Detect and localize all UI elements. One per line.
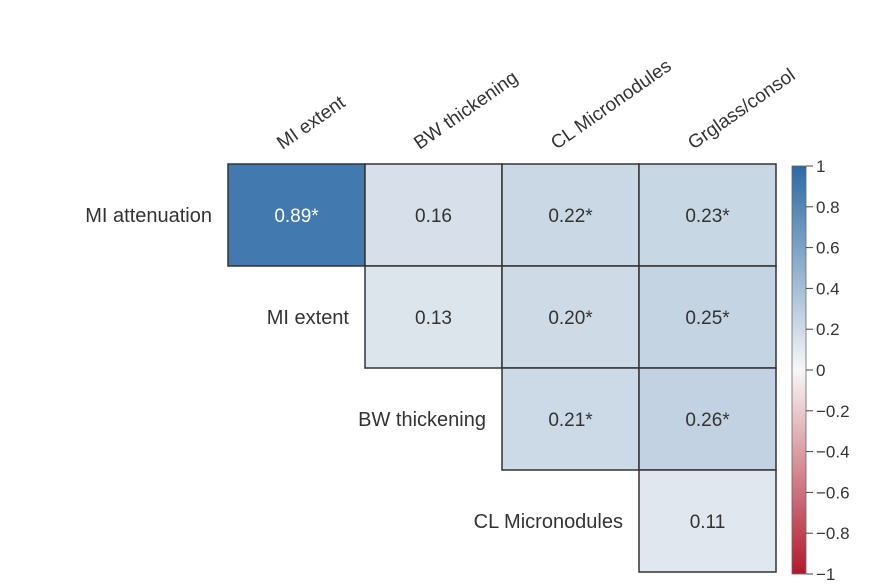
column-label: CL Micronodules xyxy=(547,56,675,155)
heatmap-cell xyxy=(638,469,777,573)
row-label: BW thickening xyxy=(358,409,486,431)
colorbar-tick-label: −0.6 xyxy=(816,483,850,502)
column-label: MI extent xyxy=(273,92,350,154)
cell-value-label: 0.11 xyxy=(690,512,726,533)
heatmap-cell xyxy=(364,265,503,369)
cell-value-label: 0.20* xyxy=(548,308,593,329)
colorbar xyxy=(791,165,807,575)
cell-value-label: 0.22* xyxy=(548,206,593,227)
heatmap-cell xyxy=(501,265,640,369)
row-label: CL Micronodules xyxy=(474,511,623,533)
colorbar-tick-label: 0.4 xyxy=(816,279,840,298)
cell-value-label: 0.26* xyxy=(685,410,730,431)
column-label: BW thickening xyxy=(410,67,522,154)
colorbar-tick-label: −0.4 xyxy=(816,443,850,462)
row-label: MI extent xyxy=(267,307,350,329)
colorbar-tick-label: −1 xyxy=(816,565,835,584)
colorbar-tick-label: −0.8 xyxy=(816,524,850,543)
colorbar-tick-label: 0 xyxy=(816,361,825,380)
cell-value-label: 0.21* xyxy=(548,410,593,431)
colorbar-tick-label: 1 xyxy=(816,157,825,176)
heatmap-cell xyxy=(638,163,777,267)
heatmap-cell xyxy=(501,163,640,267)
column-label: Grglass/consol xyxy=(684,65,799,154)
heatmap-cell xyxy=(364,163,503,267)
cell-value-label: 0.25* xyxy=(685,308,730,329)
colorbar-tick-label: 0.6 xyxy=(816,239,840,258)
cell-value-label: 0.16 xyxy=(415,206,452,227)
heatmap-cell xyxy=(227,163,366,267)
row-label: MI attenuation xyxy=(85,205,212,227)
colorbar-tick-label: 0.2 xyxy=(816,320,840,339)
heatmap-cell xyxy=(501,367,640,471)
cell-value-label: 0.23* xyxy=(685,206,730,227)
cell-value-label: 0.89* xyxy=(274,206,319,227)
colorbar-tick-label: −0.2 xyxy=(816,402,850,421)
colorbar-tick-label: 0.8 xyxy=(816,198,840,217)
cell-value-label: 0.13 xyxy=(415,308,452,329)
